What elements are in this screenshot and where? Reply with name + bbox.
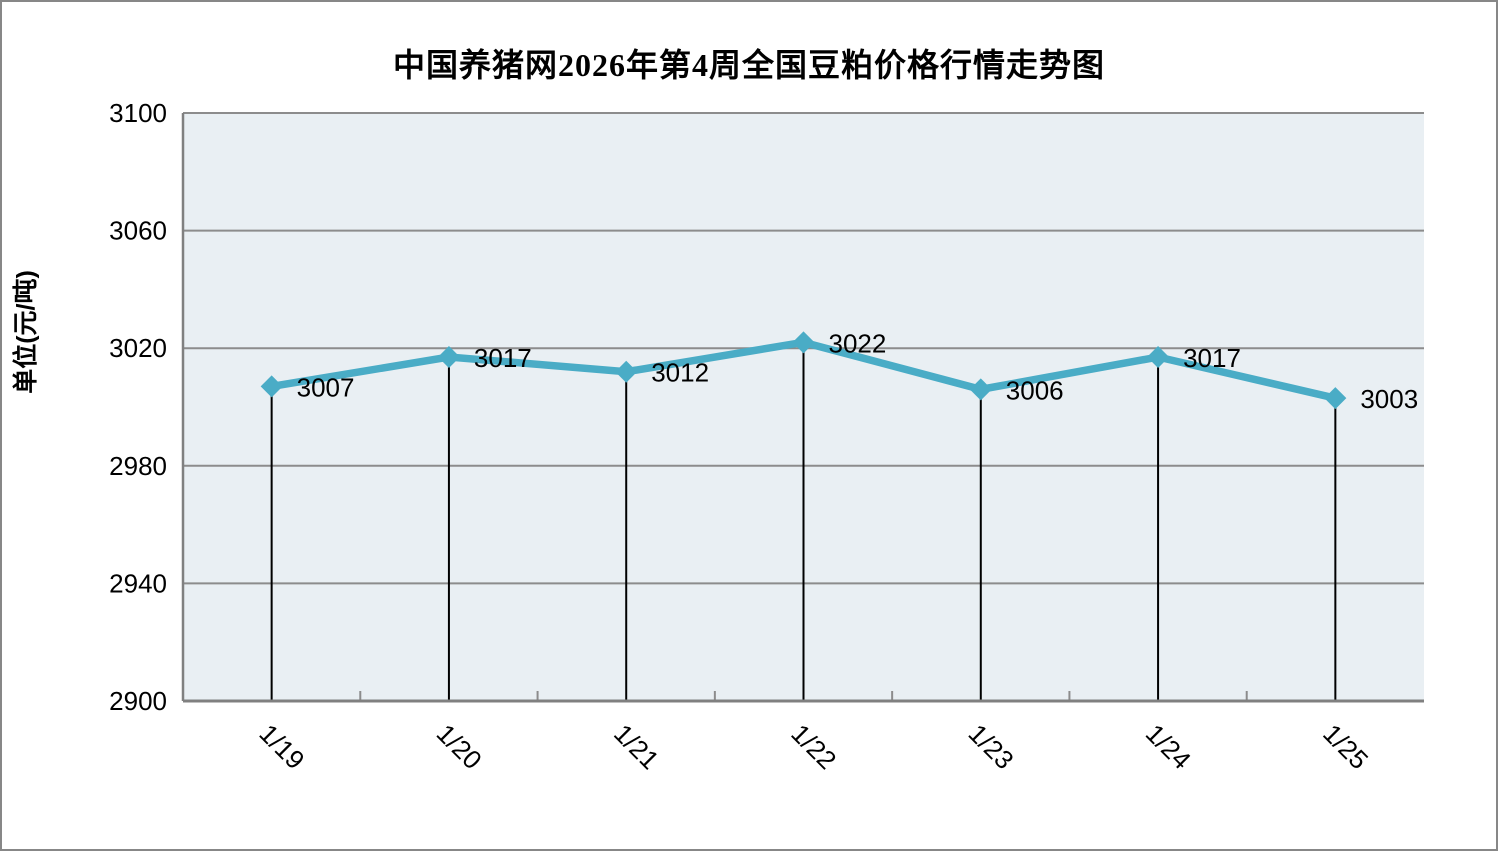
x-tick-label: 1/20 [431, 718, 488, 775]
x-tick-label: 1/21 [608, 718, 665, 775]
y-tick-label: 2900 [109, 686, 167, 716]
chart-title: 中国养猪网2026年第4周全国豆粕价格行情走势图 [392, 47, 1105, 83]
y-tick-label: 3100 [109, 98, 167, 128]
data-point-marker [437, 346, 460, 369]
y-tick-label: 3060 [109, 216, 167, 246]
x-tick-label: 1/22 [785, 718, 842, 775]
y-tick-label: 2940 [109, 568, 167, 598]
data-label: 3003 [1360, 384, 1418, 414]
x-tick-label: 1/24 [1140, 718, 1197, 775]
data-point-marker [260, 375, 283, 398]
y-axis-title: 单位(元/吨) [11, 270, 40, 394]
data-label: 3006 [1006, 375, 1064, 405]
data-label: 3022 [829, 328, 887, 358]
data-point-marker [615, 360, 638, 383]
y-tick-label: 3020 [109, 333, 167, 363]
data-label: 3017 [1183, 343, 1241, 373]
x-tick-label: 1/23 [963, 718, 1020, 775]
data-label: 3012 [651, 358, 709, 388]
data-point-marker [1147, 346, 1170, 369]
data-point-marker [969, 378, 992, 401]
y-tick-label: 2980 [109, 451, 167, 481]
data-label: 3017 [474, 343, 532, 373]
x-tick-label: 1/19 [254, 718, 311, 775]
x-tick-label: 1/25 [1317, 718, 1374, 775]
data-point-marker [1324, 387, 1347, 410]
data-label: 3007 [297, 372, 355, 402]
data-point-marker [792, 331, 815, 354]
